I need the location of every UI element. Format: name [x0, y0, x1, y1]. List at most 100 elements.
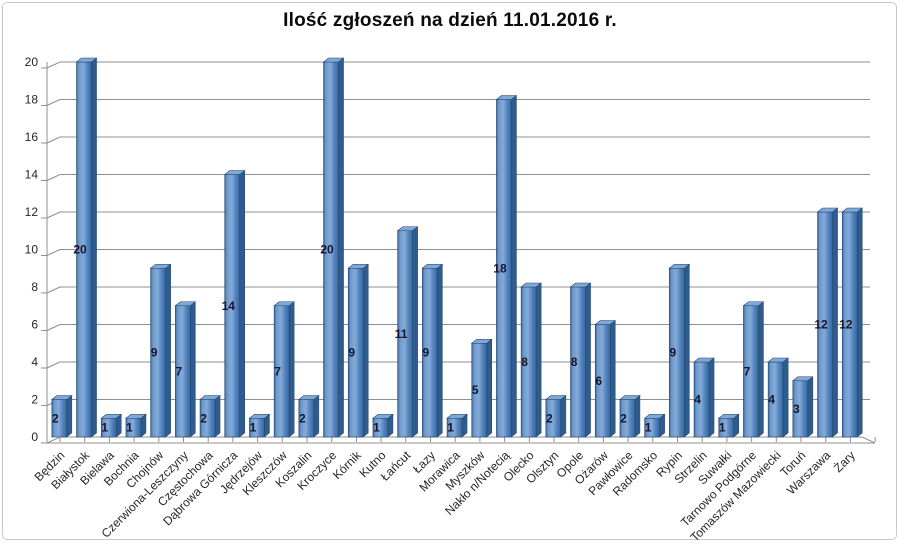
bar-side-31 — [832, 207, 838, 438]
bar-top-30 — [791, 376, 814, 382]
bar-value-label-21: 8 — [571, 355, 578, 369]
bar-side-20 — [560, 394, 567, 438]
bar-top-29 — [767, 357, 790, 363]
bar-value-label-23: 2 — [620, 411, 627, 425]
bar-top-2 — [100, 413, 123, 419]
gridline-bevel-18 — [46, 99, 61, 106]
y-axis-label-6: 6 — [31, 318, 38, 332]
plot-floor — [46, 436, 876, 444]
bar-side-18 — [511, 94, 517, 438]
bar-side-7 — [239, 169, 245, 438]
bar-top-22 — [594, 320, 617, 325]
bar-value-label-18: 18 — [493, 261, 507, 275]
bar-value-label-1: 20 — [73, 243, 87, 257]
bar-value-label-4: 9 — [151, 346, 158, 360]
bar-side-5 — [190, 301, 196, 438]
gridline-bevel-6 — [46, 324, 61, 331]
bar-value-label-3: 1 — [126, 421, 133, 435]
bar-side-30 — [807, 376, 814, 438]
bar-value-label-14: 11 — [395, 327, 408, 341]
bar-top-16 — [446, 413, 468, 419]
y-axis-label-20: 20 — [25, 55, 39, 69]
bar-value-label-6: 2 — [200, 411, 207, 425]
bar-top-32 — [841, 207, 864, 213]
bar-value-label-15: 9 — [423, 346, 430, 360]
bar-side-22 — [610, 319, 616, 438]
bar-top-26 — [693, 357, 715, 363]
bar-value-label-27: 1 — [719, 421, 726, 435]
gridline-bevel-12 — [46, 211, 61, 219]
bar-top-17 — [470, 338, 493, 344]
bar-value-label-11: 20 — [320, 243, 334, 257]
bar-top-9 — [273, 301, 296, 307]
bar-side-0 — [66, 394, 73, 438]
y-axis-label-2: 2 — [31, 393, 38, 407]
gridline-bevel-14 — [46, 174, 61, 181]
bar-value-label-16: 1 — [447, 421, 454, 435]
bar-value-label-20: 2 — [546, 411, 553, 425]
bar-value-label-22: 6 — [595, 374, 602, 388]
bar-top-4 — [149, 263, 172, 269]
bar-value-label-32: 12 — [839, 318, 853, 332]
bar-top-28 — [742, 301, 765, 307]
bar-top-31 — [816, 207, 839, 213]
y-axis-label-16: 16 — [25, 130, 39, 144]
bar-value-label-8: 1 — [250, 421, 257, 435]
bar-top-19 — [520, 282, 543, 288]
bar-side-23 — [634, 394, 641, 438]
gridline-bevel-4 — [46, 361, 61, 369]
bar-value-label-5: 7 — [176, 364, 183, 378]
bar-top-25 — [668, 263, 691, 269]
bar-top-15 — [421, 263, 444, 269]
bar-side-10 — [313, 394, 320, 438]
x-axis-label-12: Kórnik — [330, 448, 365, 483]
bar-value-label-30: 3 — [793, 402, 800, 416]
bar-side-11 — [338, 57, 344, 438]
bar-top-6 — [199, 395, 221, 400]
y-axis-label-0: 0 — [31, 430, 38, 444]
bar-value-label-31: 12 — [814, 318, 828, 332]
bar-top-21 — [569, 282, 592, 288]
bar-top-14 — [396, 226, 419, 232]
x-axis-label-32: Żary — [831, 448, 858, 475]
bar-value-label-12: 9 — [348, 346, 355, 360]
gridline-bevel-20 — [46, 61, 61, 69]
bar-side-12 — [363, 263, 369, 438]
bar-value-label-10: 2 — [299, 411, 306, 425]
bar-top-24 — [643, 413, 666, 419]
bar-side-32 — [857, 207, 863, 438]
chart-title: Ilość zgłoszeń na dzień 11.01.2016 r. — [283, 10, 617, 31]
bar-top-12 — [347, 263, 370, 269]
bar-top-1 — [75, 57, 98, 63]
bar-value-label-7: 14 — [222, 299, 236, 313]
gridline-bevel-10 — [46, 249, 61, 256]
bar-side-6 — [214, 394, 221, 438]
y-axis-label-10: 10 — [25, 243, 39, 257]
y-axis-label-12: 12 — [25, 205, 39, 219]
bar-side-25 — [684, 263, 690, 438]
bar-top-27 — [717, 413, 740, 419]
bar-side-14 — [412, 226, 418, 438]
y-axis-label-14: 14 — [25, 168, 39, 182]
gridline-bevel-8 — [46, 286, 61, 294]
bar-value-label-24: 1 — [645, 421, 652, 435]
bar-top-18 — [495, 95, 518, 100]
bar-top-5 — [174, 301, 197, 307]
bar-top-11 — [322, 57, 345, 63]
bar-side-19 — [535, 282, 542, 438]
bar-side-4 — [165, 263, 171, 438]
bar-top-10 — [297, 395, 320, 400]
bar-value-label-2: 1 — [101, 421, 108, 435]
bar-value-label-26: 4 — [694, 393, 701, 407]
bar-side-29 — [782, 357, 789, 438]
bar-value-label-19: 8 — [521, 355, 528, 369]
bar-value-label-17: 5 — [472, 383, 479, 397]
bar-side-28 — [758, 301, 764, 438]
bar-side-26 — [708, 357, 715, 438]
bar-side-15 — [437, 263, 443, 438]
bar-side-1 — [91, 57, 97, 438]
bar-value-label-9: 7 — [274, 364, 281, 378]
bar-value-label-28: 7 — [744, 364, 751, 378]
